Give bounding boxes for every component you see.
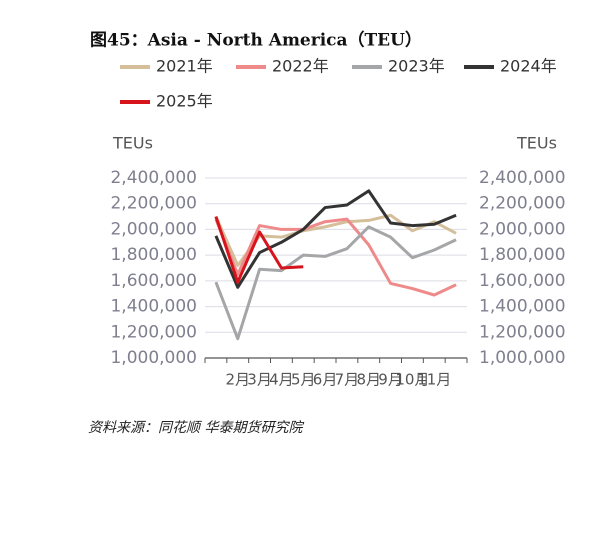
x-tick-label: 7月: [335, 371, 360, 389]
y2-tick-label: 1,400,000: [479, 297, 566, 317]
y-tick-label: 1,000,000: [110, 348, 197, 368]
y2-axis-title: TEUs: [516, 134, 557, 153]
x-tick-label: 8月: [356, 371, 381, 389]
series-line: [214, 217, 457, 297]
x-tick-label: 6月: [313, 371, 338, 389]
series-line: [214, 189, 457, 289]
y-tick-label: 2,400,000: [110, 168, 197, 188]
legend-label: 2022年: [272, 57, 329, 76]
y-tick-label: 1,800,000: [110, 245, 197, 265]
legend-label: 2024年: [500, 57, 557, 76]
x-tick-label: 10月: [395, 371, 429, 389]
legend-label: 2023年: [388, 57, 445, 76]
x-tick-label: 11月: [417, 371, 451, 389]
chart-title: 图45：Asia - North America（TEU）: [90, 30, 422, 51]
y-axis-title: TEUs: [112, 134, 153, 153]
x-tick-label: 9月: [378, 371, 403, 389]
y-tick-label: 2,000,000: [110, 219, 197, 239]
y2-tick-label: 1,600,000: [479, 271, 566, 291]
x-tick-label: 4月: [269, 371, 294, 389]
legend-label: 2025年: [156, 92, 213, 111]
y2-tick-label: 2,200,000: [479, 194, 566, 214]
y-tick-label: 1,400,000: [110, 297, 197, 317]
y-tick-label: 1,600,000: [110, 271, 197, 291]
y-tick-label: 2,200,000: [110, 194, 197, 214]
source-note: 资料来源：同花顺 华泰期货研究院: [88, 420, 304, 436]
x-tick-label: 5月: [291, 371, 316, 389]
series-line: [214, 216, 304, 284]
y2-tick-label: 1,800,000: [479, 245, 566, 265]
series-line: [214, 225, 457, 341]
legend-label: 2021年: [156, 57, 213, 76]
y2-tick-label: 2,000,000: [479, 219, 566, 239]
y2-tick-label: 1,200,000: [479, 322, 566, 342]
y2-tick-label: 1,000,000: [479, 348, 566, 368]
y-tick-label: 1,200,000: [110, 322, 197, 342]
x-tick-label: 3月: [247, 371, 272, 389]
x-tick-label: 2月: [225, 371, 250, 389]
y2-tick-label: 2,400,000: [479, 168, 566, 188]
